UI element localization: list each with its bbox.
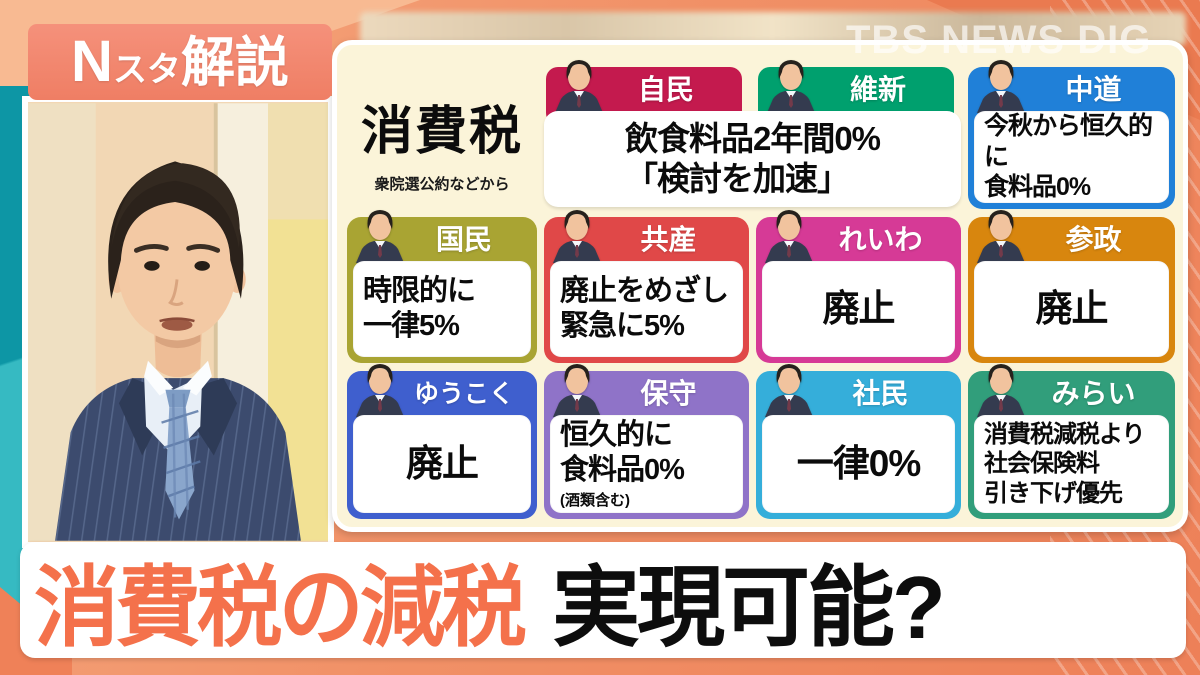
policy-box: 消費税減税より 社会保険料 引き下げ優先 [974,415,1169,513]
policy-panel: 消費税 衆院選公約などから 自民 維新 飲食料品2年間0% 「検討を加速」 中道… [332,40,1188,532]
party-card-jimin-ishin: 自民 維新 飲食料品2年間0% 「検討を加速」 [544,60,961,209]
party-card: 共産廃止をめざし 緊急に5% [544,210,749,363]
policy-text: 廃止 [1035,288,1109,330]
politician-photo-icon [553,210,601,263]
party-name: みらい [1051,378,1136,409]
party-card: 参政廃止 [968,210,1175,363]
presenter-photo [22,96,334,548]
headline-question: 実現可能? [552,557,946,657]
policy-box: 恒久的に 食料品0% (酒類含む) [550,415,743,513]
party-card: 中道今秋から恒久的に 食料品0% [968,60,1175,209]
party-name: 保守 [640,378,697,409]
politician-photo-icon [767,60,815,113]
party-name: 国民 [435,224,492,255]
party-name: れいわ [838,224,923,255]
headline-highlight: 消費税の減税 [34,557,527,657]
program-badge: N スタ 解説 [28,24,332,100]
tbs-news-dig-watermark: TBS NEWS DIG [846,18,1152,62]
party-name: ゆうこく [413,380,514,408]
policy-text: 廃止をめざし 緊急に5% [560,274,729,342]
policy-box: 時限的に 一律5% [353,261,531,357]
party-card: ゆうこく廃止 [347,364,537,519]
party-name: 中道 [1065,74,1122,105]
policy-box: 一律0% [762,415,955,513]
party-card: みらい消費税減税より 社会保険料 引き下げ優先 [968,364,1175,519]
policy-box: 廃止 [353,415,531,513]
party-card: れいわ廃止 [756,210,961,363]
policy-text: 廃止 [822,288,896,330]
policy-box: 飲食料品2年間0% 「検討を加速」 [544,111,961,207]
headline-bar: 消費税の減税 実現可能? [20,542,1186,658]
badge-kaisetsu: 解説 [180,33,289,93]
policy-text: 消費税減税より 社会保険料 引き下げ優先 [984,421,1146,507]
policy-text: 廃止 [406,443,479,485]
badge-letter: N [71,29,113,94]
panel-title: 消費税 [360,102,523,161]
panel-title-block: 消費税 衆院選公約などから [347,67,537,209]
party-name: 共産 [640,224,697,255]
politician-photo-icon [356,364,404,417]
policy-box: 今秋から恒久的に 食料品0% [974,111,1169,203]
policy-note: (酒類含む) [560,492,630,510]
party-name: 参政 [1065,224,1122,255]
politician-photo-icon [977,364,1025,417]
policy-box: 廃止をめざし 緊急に5% [550,261,743,357]
policy-text: 今秋から恒久的に 食料品0% [984,112,1153,202]
policy-box: 廃止 [974,261,1169,357]
party-card: 社民一律0% [756,364,961,519]
party-name: 維新 [849,74,906,105]
politician-photo-icon [356,210,404,263]
news-anchor-portrait-icon [28,103,328,541]
party-card: 国民時限的に 一律5% [347,210,537,363]
politician-photo-icon [765,210,813,263]
policy-grid: 消費税 衆院選公約などから 自民 維新 飲食料品2年間0% 「検討を加速」 中道… [337,45,1183,527]
policy-text: 時限的に 一律5% [363,274,476,342]
badge-kana: スタ [112,51,181,89]
policy-text: 飲食料品2年間0% 「検討を加速」 [624,119,881,197]
party-card: 保守恒久的に 食料品0% (酒類含む) [544,364,749,519]
party-name: 社民 [852,378,909,409]
politician-photo-icon [765,364,813,417]
policy-box: 廃止 [762,261,955,357]
party-name: 自民 [637,74,694,105]
politician-photo-icon [977,60,1025,113]
politician-photo-icon [977,210,1025,263]
panel-subtitle: 衆院選公約などから [374,175,510,193]
politician-photo-icon [553,364,601,417]
politician-photo-icon [555,60,603,113]
policy-text: 恒久的に 食料品0% [560,418,685,486]
policy-text: 一律0% [796,443,921,485]
